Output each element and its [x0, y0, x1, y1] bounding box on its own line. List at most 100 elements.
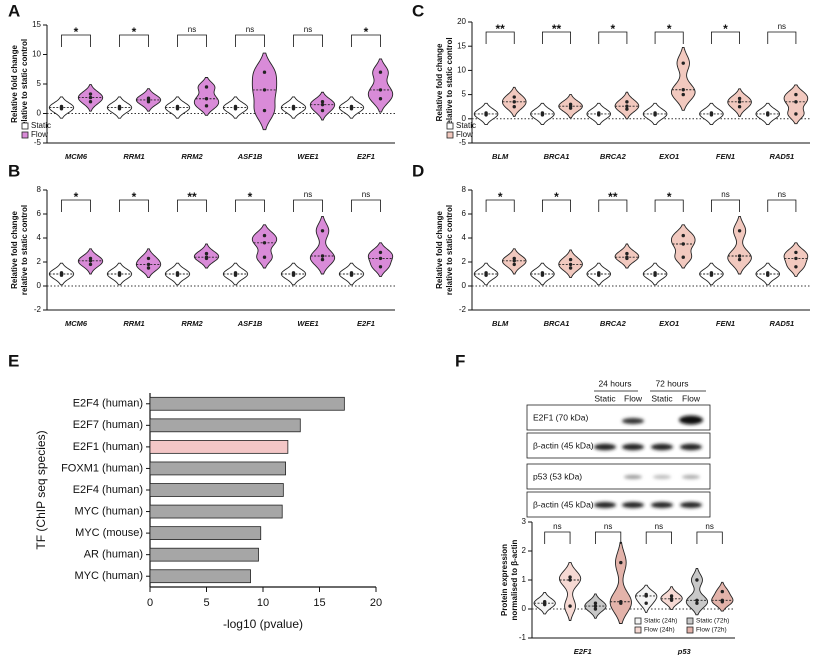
data-point — [262, 241, 267, 245]
condition-label: Flow — [682, 393, 701, 403]
significance-bracket — [696, 531, 723, 544]
data-point — [540, 271, 545, 275]
y-axis-label: Relative fold change — [435, 211, 444, 289]
data-point — [320, 102, 325, 107]
data-point — [720, 598, 725, 602]
y-tick-label: 8 — [37, 185, 42, 194]
significance-label: ns — [721, 190, 729, 199]
data-point — [117, 271, 122, 275]
y-tick-label: 8 — [462, 185, 467, 194]
y-tick-label: FOXM1 (human) — [61, 462, 143, 474]
legend-swatch — [686, 626, 694, 634]
significance-bracket — [177, 34, 207, 47]
data-point — [619, 560, 623, 565]
panel-label: E — [8, 351, 19, 370]
data-point — [204, 255, 209, 259]
bar — [149, 569, 251, 584]
data-point — [512, 262, 516, 267]
y-axis-label: relative to static control — [20, 205, 29, 295]
significance-bracket — [177, 199, 207, 212]
data-point — [681, 92, 685, 97]
data-point — [644, 592, 648, 597]
legend-label: Flow — [31, 130, 48, 139]
x-tick-label: BLM — [492, 152, 509, 161]
data-point — [233, 104, 238, 109]
legend-swatch — [686, 617, 694, 625]
x-tick-label: WEE1 — [297, 319, 318, 328]
data-point — [593, 601, 598, 605]
blot-box — [526, 491, 711, 518]
data-point — [378, 70, 383, 74]
data-point — [597, 271, 601, 275]
data-point — [794, 112, 798, 116]
condition-label: Static — [651, 393, 673, 403]
data-point — [204, 251, 209, 256]
y-tick-label: E2F1 (human) — [73, 441, 143, 453]
y-tick-label: 2 — [37, 257, 42, 266]
significance-label: ns — [362, 190, 370, 199]
y-tick-label: 2 — [462, 257, 467, 266]
data-point — [653, 271, 657, 275]
x-tick-label: RRM1 — [123, 319, 144, 328]
bar — [149, 396, 345, 411]
y-tick-label: 10 — [32, 50, 41, 59]
legend-label: Flow — [456, 130, 473, 139]
legend-label: Static (24h) — [644, 618, 677, 625]
bar — [149, 504, 283, 519]
blot-box — [526, 404, 711, 431]
data-point — [320, 108, 325, 113]
data-point — [349, 271, 354, 275]
data-point — [146, 256, 151, 261]
significance-bracket — [598, 31, 628, 44]
data-point — [625, 107, 629, 111]
data-point — [291, 271, 296, 275]
x-axis-label: -log10 (pvalue) — [223, 617, 303, 631]
violin — [727, 215, 752, 275]
significance-bracket — [595, 531, 622, 544]
significance-bracket — [654, 31, 684, 44]
significance-label: * — [498, 190, 503, 204]
y-tick-label: 4 — [462, 233, 467, 242]
violin — [193, 77, 220, 116]
x-tick-label: 15 — [313, 597, 325, 609]
data-point — [512, 259, 516, 263]
data-point — [146, 96, 151, 100]
data-point — [625, 104, 629, 108]
significance-label: ns — [304, 25, 312, 34]
significance-bracket — [61, 34, 91, 47]
data-point — [681, 242, 685, 246]
data-point — [88, 256, 93, 261]
significance-label: ns — [655, 522, 663, 531]
violin — [251, 224, 278, 269]
data-point — [669, 594, 674, 598]
data-point — [175, 271, 180, 275]
significance-bracket — [654, 199, 684, 212]
x-tick-label: RAD51 — [770, 319, 795, 328]
significance-bracket — [711, 199, 740, 212]
data-point — [720, 589, 725, 594]
significance-label: ns — [604, 522, 612, 531]
panel-label: D — [412, 161, 424, 180]
panel-label: B — [8, 161, 20, 180]
x-tick-label: RRM1 — [123, 152, 144, 161]
data-point — [619, 600, 623, 604]
significance-bracket — [61, 199, 91, 212]
bands — [594, 415, 703, 508]
data-point — [378, 250, 383, 255]
x-tick-label: WEE1 — [297, 152, 318, 161]
bar — [149, 547, 259, 562]
y-tick-label: -1 — [519, 633, 527, 642]
data-point — [695, 601, 699, 605]
data-point — [262, 233, 267, 238]
data-point — [484, 111, 488, 115]
y-tick-label: E2F4 (human) — [73, 484, 143, 496]
x-tick-label: 5 — [203, 597, 209, 609]
data-point — [378, 256, 383, 261]
data-point — [737, 229, 742, 233]
significance-bracket — [235, 199, 265, 212]
y-axis-label: relative to static control — [445, 205, 454, 295]
significance-label: * — [74, 190, 79, 204]
x-tick-label: MCM6 — [65, 152, 88, 161]
y-axis-label: relative to static control — [20, 39, 29, 129]
data-point — [766, 111, 770, 115]
